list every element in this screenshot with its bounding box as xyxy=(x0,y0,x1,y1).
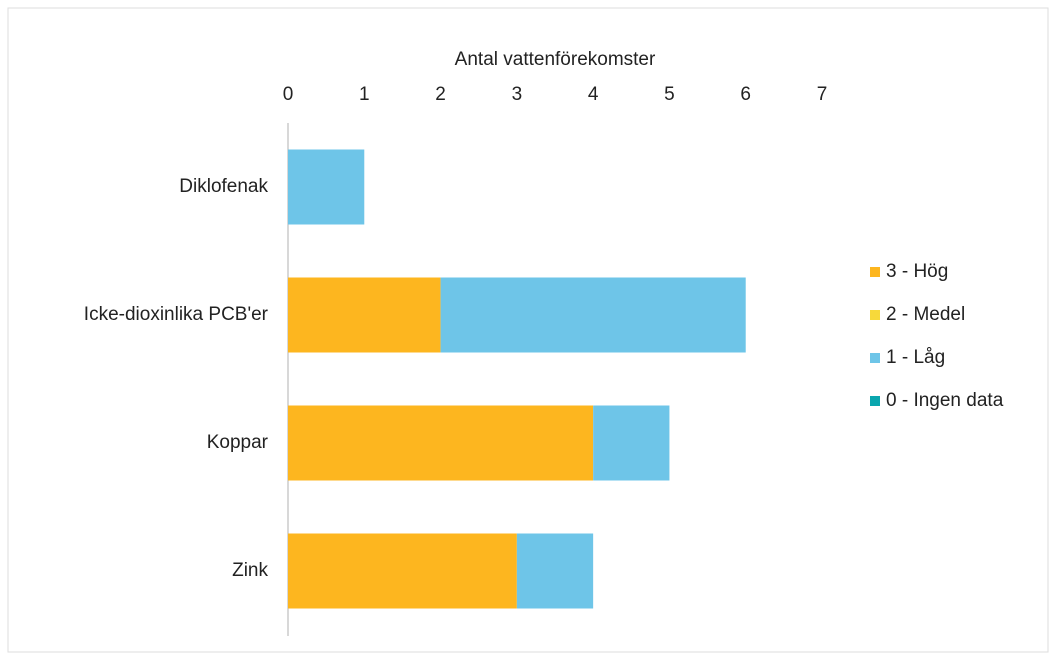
x-tick-label: 7 xyxy=(817,84,828,105)
y-tick-label: Koppar xyxy=(207,432,269,453)
bar-segment xyxy=(516,533,594,609)
x-tick-label: 1 xyxy=(359,84,370,105)
x-tick-label: 3 xyxy=(512,84,523,105)
y-tick-label: Diklofenak xyxy=(179,176,268,197)
legend-swatch xyxy=(870,267,880,277)
bar-segment xyxy=(288,405,594,481)
bar-segment xyxy=(440,277,746,353)
bar-segment xyxy=(593,405,670,481)
bar-segment xyxy=(288,149,365,225)
x-tick-label: 5 xyxy=(664,84,675,105)
y-tick-label: Icke-dioxinlika PCB'er xyxy=(84,304,269,325)
x-axis-title: Antal vattenförekomster xyxy=(455,49,656,70)
legend-label: 3 - Hög xyxy=(886,261,948,282)
legend-label: 1 - Låg xyxy=(886,347,945,368)
x-tick-label: 4 xyxy=(588,84,599,105)
legend-swatch xyxy=(870,310,880,320)
bar-segment xyxy=(288,277,441,353)
x-tick-label: 2 xyxy=(435,84,446,105)
legend-swatch xyxy=(870,396,880,406)
legend-label: 2 - Medel xyxy=(886,304,965,325)
x-tick-label: 0 xyxy=(283,84,294,105)
x-tick-label: 6 xyxy=(740,84,751,105)
legend-swatch xyxy=(870,353,880,363)
y-tick-label: Zink xyxy=(232,560,268,581)
bar-segment xyxy=(288,533,517,609)
legend-label: 0 - Ingen data xyxy=(886,390,1004,411)
